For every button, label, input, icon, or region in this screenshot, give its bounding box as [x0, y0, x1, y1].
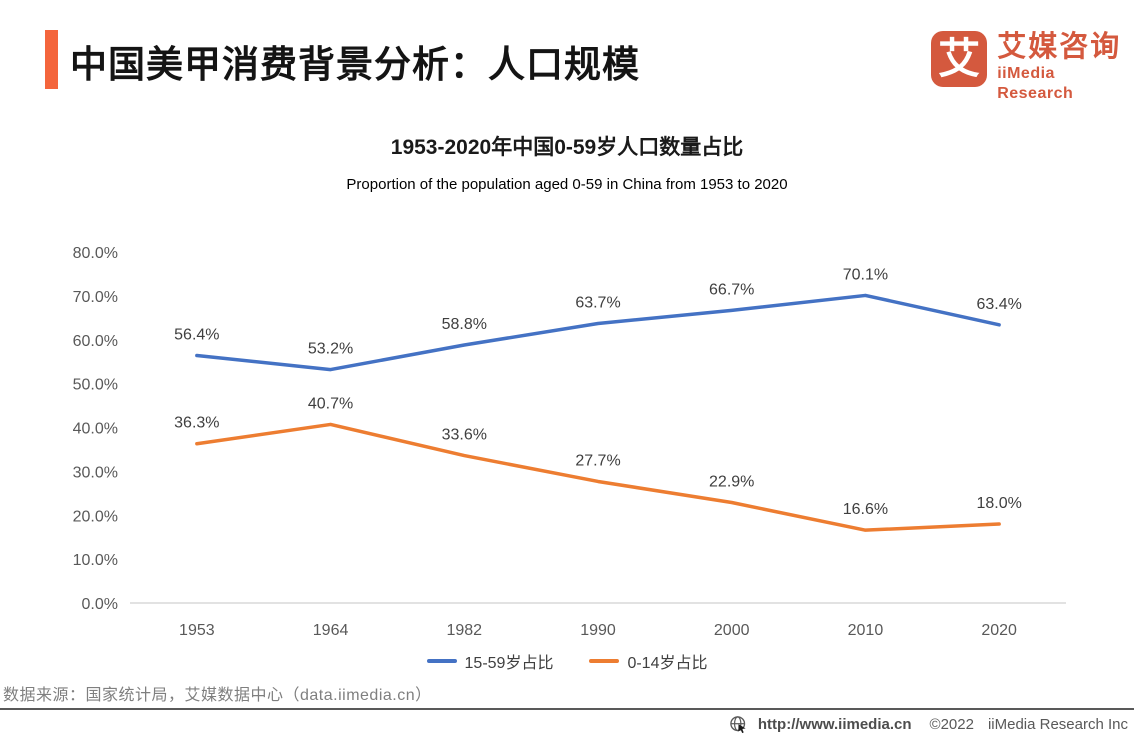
copyright: ©2022 iiMedia Research Inc — [930, 716, 1128, 733]
data-label: 18.0% — [976, 495, 1021, 512]
data-label: 63.7% — [575, 295, 620, 312]
data-label: 53.2% — [308, 341, 353, 358]
data-label: 33.6% — [442, 427, 487, 444]
y-tick-label: 50.0% — [73, 377, 118, 394]
title-accent-bar — [45, 30, 58, 89]
legend-item: 0-14岁占比 — [589, 649, 707, 673]
data-label: 36.3% — [174, 415, 219, 432]
data-label: 58.8% — [442, 316, 487, 333]
copyright-owner: iiMedia Research Inc — [987, 715, 1128, 733]
chart-title: 1953-2020年中国0-59岁人口数量占比 — [390, 136, 744, 159]
iimedia-logo-wordmark: 艾媒咨询 iiMedia Research — [997, 31, 1134, 103]
y-tick-label: 60.0% — [73, 333, 118, 350]
legend-label: 0-14岁占比 — [627, 655, 708, 672]
data-label: 56.4% — [174, 327, 219, 344]
data-label: 63.4% — [976, 296, 1021, 313]
data-label: 66.7% — [709, 281, 754, 298]
x-tick-label: 2000 — [714, 622, 750, 639]
data-label: 70.1% — [843, 266, 888, 283]
y-tick-label: 20.0% — [73, 508, 118, 525]
globe-icon — [730, 715, 746, 733]
footer-bar: http://www.iimedia.cn ©2022 iiMedia Rese… — [729, 712, 1128, 736]
page-title: 中国美甲消费背景分析：人口规模 — [70, 44, 640, 85]
legend-item: 15-59岁占比 — [426, 649, 554, 673]
y-tick-label: 10.0% — [73, 552, 118, 569]
legend-swatch — [589, 659, 620, 663]
legend-label: 15-59岁占比 — [464, 655, 554, 672]
line-chart: 0.0% 10.0% 20.0% 30.0% 40.0% 50.0% 60.0% 70.0% 8… — [73, 245, 1066, 639]
series-line-1 — [195, 422, 1001, 532]
y-tick-label: 0.0% — [82, 596, 118, 613]
data-label: 27.7% — [575, 452, 620, 469]
y-tick-label: 80.0% — [73, 245, 118, 262]
iimedia-logo-icon: 艾 — [931, 31, 988, 87]
x-tick-label: 1982 — [446, 622, 482, 639]
data-source-note: 数据来源：国家统计局，艾媒数据中心（data.iimedia.cn） — [3, 687, 432, 704]
site-url: http://www.iimedia.cn — [757, 715, 912, 733]
y-tick-label: 40.0% — [73, 421, 118, 438]
data-label: 40.7% — [308, 395, 353, 412]
logo-name-en: iiMedia Research — [997, 65, 1074, 102]
cursor-icon — [738, 723, 746, 733]
x-tick-label: 2010 — [848, 622, 884, 639]
data-label: 22.9% — [709, 474, 754, 491]
y-tick-label: 70.0% — [73, 289, 118, 306]
x-tick-label: 1964 — [313, 622, 349, 639]
legend-swatch — [426, 659, 457, 663]
series-line-0 — [195, 293, 1001, 372]
chart-legend: 15-59岁占比 0-14岁占比 — [0, 649, 1134, 673]
y-tick-label: 30.0% — [73, 464, 118, 481]
iimedia-logo: 艾 艾媒咨询 iiMedia Research — [931, 31, 1134, 103]
logo-name-cn: 艾媒咨询 — [997, 31, 1122, 63]
chart-subtitle: Proportion of the population aged 0-59 i… — [346, 176, 788, 193]
data-label: 16.6% — [843, 501, 888, 518]
x-tick-label: 2020 — [981, 622, 1017, 639]
x-tick-label: 1990 — [580, 622, 616, 639]
footer-divider — [0, 708, 1134, 710]
copyright-year: ©2022 — [929, 715, 974, 733]
x-tick-label: 1953 — [179, 622, 215, 639]
